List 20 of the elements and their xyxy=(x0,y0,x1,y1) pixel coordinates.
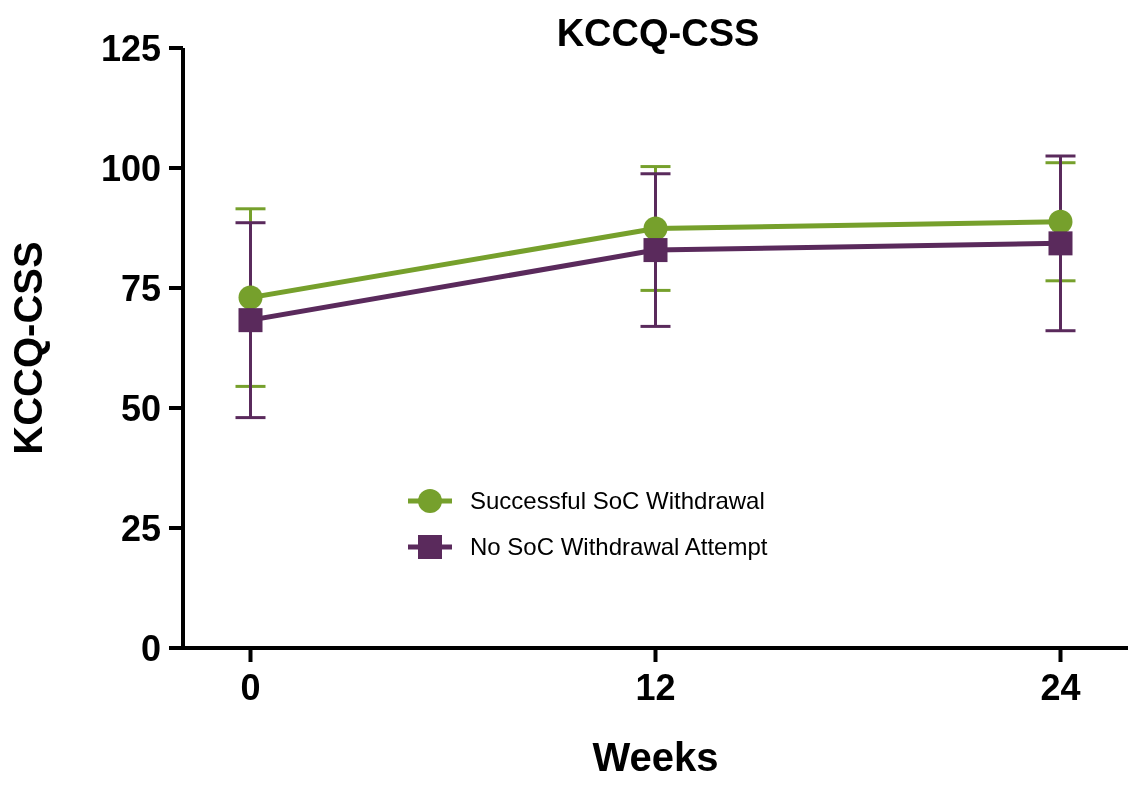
chart-title: KCCQ-CSS xyxy=(555,12,761,55)
point xyxy=(643,216,668,241)
y-tick-label: 25 xyxy=(120,507,161,549)
point xyxy=(643,238,668,263)
point xyxy=(1048,231,1073,256)
x-axis-title: Weeks xyxy=(592,735,719,779)
y-axis-title: KCCQ-CSS xyxy=(6,241,51,455)
y-tick-label: 100 xyxy=(100,147,161,189)
x-tick-label: 12 xyxy=(635,666,676,708)
x-tick-label: 0 xyxy=(240,666,261,708)
y-tick-label: 50 xyxy=(120,387,161,429)
point xyxy=(1048,209,1073,234)
point xyxy=(238,308,263,333)
y-tick-label: 75 xyxy=(120,267,161,309)
point xyxy=(238,285,263,310)
legend-label: Successful SoC Withdrawal xyxy=(470,487,765,515)
y-tick-label: 125 xyxy=(100,27,161,69)
legend-label: No SoC Withdrawal Attempt xyxy=(470,533,768,561)
y-tick-label: 0 xyxy=(140,627,161,669)
x-tick-label: 24 xyxy=(1040,666,1081,708)
